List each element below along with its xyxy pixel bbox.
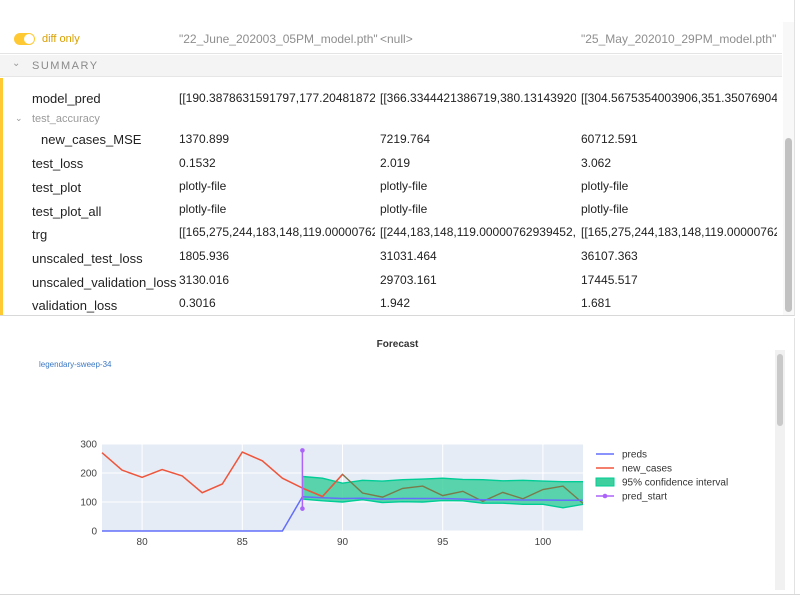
section-accent-bar: [0, 78, 3, 315]
chart-scrollbar-thumb[interactable]: [777, 354, 783, 426]
panel-divider: [0, 594, 800, 595]
cell-value: 31031.464: [380, 249, 437, 263]
comparison-header: diff only "22_June_202003_05PM_model.pth…: [0, 22, 782, 54]
legend-label: pred_start: [622, 492, 667, 503]
y-tick-label: 100: [80, 498, 97, 509]
x-tick-label: 100: [535, 537, 552, 548]
cell-value: 1370.899: [179, 132, 230, 146]
pred-start-marker: [300, 506, 305, 511]
row-label-trg: trg: [32, 227, 48, 242]
cell-value: 3130.016: [179, 273, 230, 287]
table-scrollbar-thumb[interactable]: [785, 138, 792, 312]
plotly-file-link[interactable]: plotly-file: [581, 202, 629, 216]
row-label-test-plot-all: test_plot_all: [32, 204, 102, 219]
legend-marker: [602, 493, 608, 499]
y-tick-label: 300: [80, 440, 97, 451]
row-label-new-cases-mse: new_cases_MSE: [41, 132, 142, 147]
plotly-file-link[interactable]: plotly-file: [380, 202, 428, 216]
forecast-chart: 0 100 200 300 80 85 90 95 100 preds new_cases 95% c…: [80, 440, 728, 549]
legend-label: 95% confidence interval: [622, 478, 728, 489]
pred-start-marker: [300, 448, 305, 453]
run-name-link[interactable]: legendary-sweep-34: [39, 360, 112, 369]
x-tick-label: 95: [437, 537, 449, 548]
column-header-run-2: <null>: [380, 32, 413, 46]
cell-value: [[304.5675354003906,351.35076904...: [581, 91, 777, 105]
cell-value: 0.1532: [179, 156, 216, 170]
diff-only-label[interactable]: diff only: [42, 33, 80, 45]
summary-label: SUMMARY: [32, 60, 99, 72]
legend-label: preds: [622, 450, 647, 461]
cell-value: 1.681: [581, 296, 612, 310]
summary-section-header[interactable]: ⌄ SUMMARY: [0, 55, 782, 77]
diff-only-toggle[interactable]: [14, 33, 35, 45]
cell-value: 3.062: [581, 156, 612, 170]
chevron-down-icon: ⌄: [12, 58, 21, 69]
forecast-chart-panel: Forecast legendary-sweep-34 0 100 200 300 80…: [0, 318, 795, 594]
actual-cases-segment: [302, 473, 584, 504]
legend-label: new_cases: [622, 464, 672, 475]
cell-value: [[244,183,148,119.00000762939452,...: [380, 225, 576, 239]
cell-value: 0.3016: [179, 296, 216, 310]
legend-swatch-confidence: [595, 477, 615, 487]
x-tick-label: 80: [137, 537, 149, 548]
column-header-run-3: "25_May_202010_29PM_model.pth": [581, 32, 777, 46]
plotly-file-link[interactable]: plotly-file: [380, 179, 428, 193]
plotly-file-link[interactable]: plotly-file: [179, 179, 227, 193]
x-tick-label: 90: [337, 537, 349, 548]
plotly-file-link[interactable]: plotly-file: [179, 202, 227, 216]
chart-scrollbar-track[interactable]: [775, 350, 785, 590]
cell-value: 2.019: [380, 156, 411, 170]
cell-value: [[190.3878631591797,177.20481872...: [179, 91, 375, 105]
group-label: test_accuracy: [32, 113, 100, 125]
x-tick-label: 85: [237, 537, 249, 548]
row-label-test-plot: test_plot: [32, 180, 82, 195]
cell-value: 29703.161: [380, 273, 437, 287]
cell-value: 7219.764: [380, 132, 431, 146]
toggle-knob: [24, 34, 34, 44]
row-label-model-pred: model_pred: [32, 91, 101, 106]
cell-value: [[165,275,244,183,148,119.00000762...: [179, 225, 375, 239]
column-header-run-1: "22_June_202003_05PM_model.pth": [179, 32, 378, 46]
cell-value: 1805.936: [179, 249, 230, 263]
row-label-unscaled-validation-loss: unscaled_validation_loss: [32, 275, 177, 290]
preds-line: [102, 496, 583, 532]
cell-value: [[366.3344421386719,380.13143920...: [380, 91, 576, 105]
cell-value: 36107.363: [581, 249, 638, 263]
plotly-file-link[interactable]: plotly-file: [581, 179, 629, 193]
y-tick-label: 200: [80, 469, 97, 480]
confidence-upper-line: [302, 475, 583, 484]
chart-title: Forecast: [376, 339, 419, 350]
cell-value: [[165,275,244,183,148,119.00000762...: [581, 225, 777, 239]
row-label-validation-loss: validation_loss: [32, 298, 118, 313]
cell-value: 1.942: [380, 296, 411, 310]
confidence-lower-line: [302, 498, 584, 509]
run-comparison-panel: diff only "22_June_202003_05PM_model.pth…: [0, 0, 795, 316]
chevron-down-icon: ⌄: [15, 113, 23, 123]
cell-value: 60712.591: [581, 132, 638, 146]
row-label-unscaled-test-loss: unscaled_test_loss: [32, 251, 143, 266]
row-label-test-loss: test_loss: [32, 156, 84, 171]
cell-value: 17445.517: [581, 273, 638, 287]
y-tick-label: 0: [91, 527, 97, 538]
